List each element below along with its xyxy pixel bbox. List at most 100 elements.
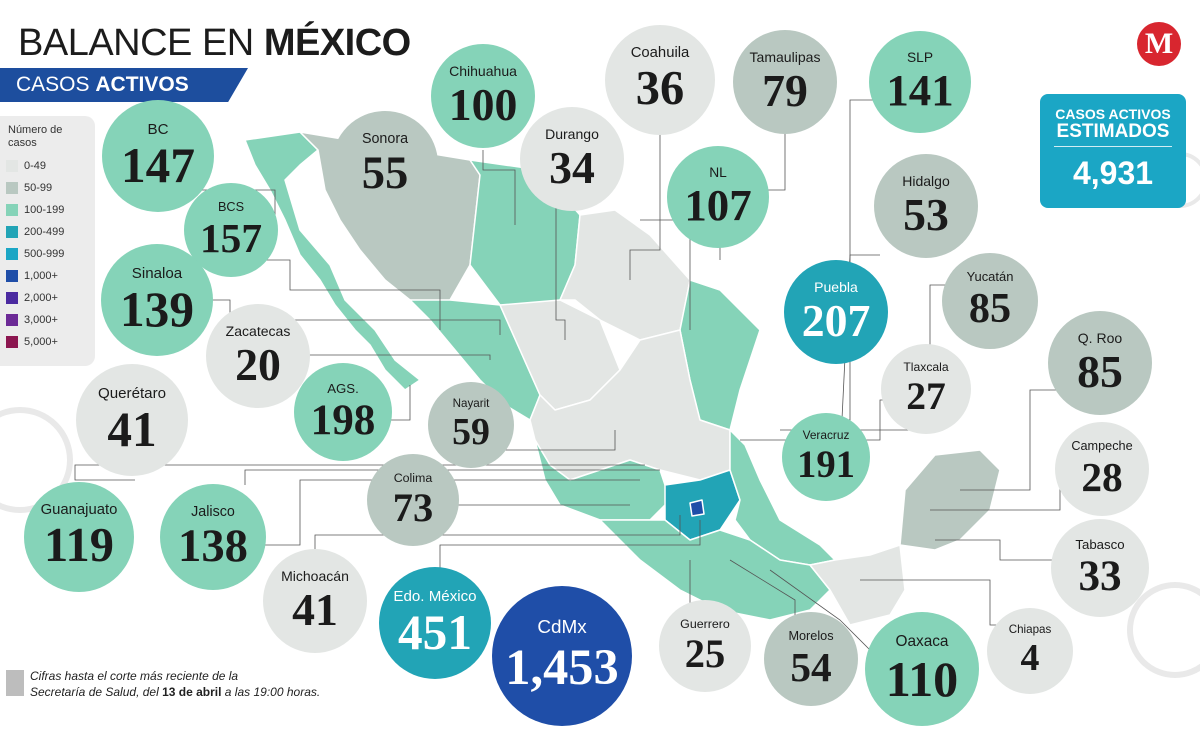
state-value: 451 [398,604,472,660]
state-bubble-hidalgo: Hidalgo 53 [874,154,978,258]
state-bubble-sonora: Sonora 55 [332,111,438,217]
state-value: 4 [1020,636,1040,679]
state-value: 1,453 [505,639,619,696]
state-name: Veracruz [802,427,850,442]
state-bubble-nayarit: Nayarit 59 [428,382,514,468]
state-name: NL [709,164,727,180]
state-name: Edo. México [393,587,477,605]
state-bubble-chihuahua: Chihuahua 100 [431,44,535,148]
legend-label: 2,000+ [24,292,58,304]
region-southeast [809,544,906,626]
state-bubble-sinaloa: Sinaloa 139 [101,244,213,356]
legend-item: 1,000+ [6,266,58,286]
state-bubble-oaxaca: Oaxaca 110 [865,612,979,726]
state-bubble-nl: NL 107 [667,146,769,248]
state-bubble-michoacan: Michoacán 41 [263,549,367,653]
state-name: Morelos [788,628,834,643]
state-value: 141 [886,65,954,116]
legend-label: 3,000+ [24,314,58,326]
total-label-line2: ESTIMADOS [1056,121,1170,142]
legend-label: 5,000+ [24,336,58,348]
state-bubble-veracruz: Veracruz 191 [782,413,870,501]
legend-label: 500-999 [24,248,65,260]
state-name: Oaxaca [895,633,949,651]
state-value: 73 [392,484,434,530]
state-bubble-zacatecas: Zacatecas 20 [206,304,310,408]
state-name: Jalisco [191,503,235,520]
state-value: 59 [452,410,490,453]
state-bubble-chiapas: Chiapas 4 [987,608,1073,694]
state-name: Chiapas [1008,623,1052,637]
state-value: 20 [235,339,281,391]
state-name: Tlaxcala [903,360,949,375]
state-bubble-queretaro: Querétaro 41 [76,364,188,476]
state-value: 107 [684,180,752,231]
legend-item: 500-999 [6,244,64,264]
state-bubble-cdmx: CdMx 1,453 [492,586,632,726]
total-estimated-box: CASOS ACTIVOS ESTIMADOS 4,931 [1040,94,1186,208]
state-bubble-tlaxcala: Tlaxcala 27 [881,344,971,434]
state-bubble-tamaulipas: Tamaulipas 79 [733,30,837,134]
state-value: 25 [684,630,726,676]
state-name: BCS [217,199,245,214]
legend-swatch [6,204,18,216]
legend-swatch [6,182,18,194]
state-name: Nayarit [452,397,490,411]
state-name: Querétaro [97,384,167,402]
legend-item: 2,000+ [6,288,58,308]
state-name: Campeche [1071,438,1133,453]
legend-item: 5,000+ [6,332,58,352]
legend-swatch [6,336,18,348]
state-value: 28 [1081,453,1123,500]
legend-item: 0-49 [6,156,46,176]
state-name: AGS. [327,380,359,396]
legend-label: 200-499 [24,226,65,238]
state-bubble-qroo: Q. Roo 85 [1048,311,1152,415]
state-name: Yucatán [966,269,1014,285]
state-name: Chihuahua [449,63,517,80]
region-yucatan [899,449,1001,551]
state-value: 54 [790,643,832,690]
state-value: 27 [906,374,946,419]
state-name: Coahuila [630,45,690,62]
state-value: 53 [903,189,949,241]
page-title: BALANCE EN MÉXICO [18,22,411,64]
state-value: 100 [448,79,518,131]
legend-swatch [6,248,18,260]
state-bubble-guerrero: Guerrero 25 [659,600,751,692]
legend-item: 200-499 [6,222,64,242]
legend-label: 1,000+ [24,270,58,282]
legend-label: 100-199 [24,204,65,216]
state-bubble-jalisco: Jalisco 138 [160,484,266,590]
state-bubble-durango: Durango 34 [520,107,624,211]
state-value: 85 [1077,346,1123,398]
state-bubble-edomex: Edo. México 451 [379,567,491,679]
legend-swatch [6,160,18,172]
state-value: 198 [310,397,376,445]
legend-swatch [6,270,18,282]
state-name: Hidalgo [902,173,950,190]
state-name: Guanajuato [40,502,118,519]
legend-swatch [6,226,18,238]
state-name: BC [147,120,169,138]
state-name: Q. Roo [1077,330,1123,347]
state-name: Tabasco [1075,536,1125,552]
state-bubble-campeche: Campeche 28 [1055,422,1149,516]
state-value: 34 [549,142,595,194]
legend-item: 3,000+ [6,310,58,330]
state-bubble-guanajuato: Guanajuato 119 [24,482,134,592]
state-name: Sinaloa [131,264,183,282]
state-bubble-morelos: Morelos 54 [764,612,858,706]
page-subtitle: CASOS ACTIVOS [0,68,248,102]
state-name: CdMx [537,617,587,639]
legend-title: Número de casos [8,124,63,149]
legend-swatch [6,314,18,326]
state-bubble-yucatan: Yucatán 85 [942,253,1038,349]
state-name: Michoacán [281,568,349,585]
state-value: 55 [361,146,409,199]
state-value: 41 [107,401,157,457]
legend-label: 50-99 [24,182,53,194]
state-value: 85 [968,285,1012,333]
state-bubble-colima: Colima 73 [367,454,459,546]
legend-swatch [6,292,18,304]
